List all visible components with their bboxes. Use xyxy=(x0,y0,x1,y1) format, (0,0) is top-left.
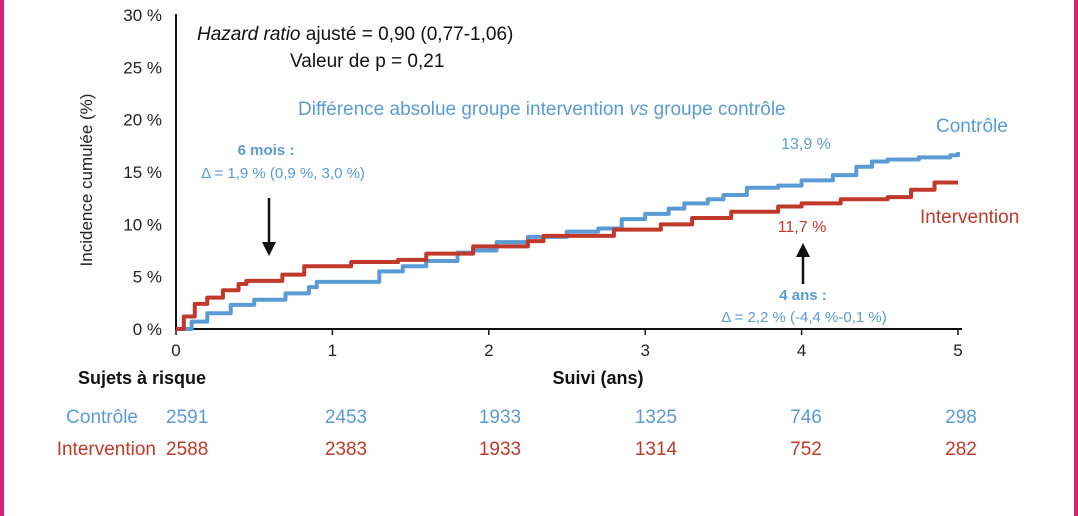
y-tick-label: 15 % xyxy=(123,163,162,182)
x-axis-title: Suivi (ans) xyxy=(552,368,643,388)
risk-cell: 298 xyxy=(945,407,977,428)
series-lines xyxy=(176,152,960,331)
difference-prefix: Différence absolue groupe intervention xyxy=(298,99,629,120)
six-months-arrow-head xyxy=(262,242,276,256)
x-tick-label: 5 xyxy=(953,341,962,360)
x-tick-label: 4 xyxy=(797,341,806,360)
risk-cell: 2453 xyxy=(325,407,367,428)
risk-cell: 2588 xyxy=(166,439,208,460)
difference-vs: vs xyxy=(629,99,649,120)
risk-row-label: Intervention xyxy=(57,439,156,460)
risk-cell: 1325 xyxy=(635,407,677,428)
hazard-ratio-value: ajusté = 0,90 (0,77-1,06) xyxy=(301,24,514,45)
risk-cell: 1314 xyxy=(635,439,678,460)
four-years-title: 4 ans : xyxy=(779,287,827,304)
control-value-label: 13,9 % xyxy=(781,136,831,153)
y-tick-label: 5 % xyxy=(133,268,162,287)
y-tick-label: 10 % xyxy=(123,215,162,234)
risk-table-rows: Contrôle 2591 2453 1933 1325 746 298 Interventi… xyxy=(57,407,977,460)
six-months-delta: Δ = 1,9 % (0,9 %, 3,0 %) xyxy=(201,165,365,182)
risk-table-title: Sujets à risque xyxy=(78,368,206,388)
y-tick-label: 30 % xyxy=(123,6,162,25)
risk-cell: 2591 xyxy=(166,407,208,428)
x-tick-label: 1 xyxy=(328,341,337,360)
series-line-intervention xyxy=(176,180,958,331)
right-accent-bar xyxy=(1074,0,1078,516)
p-value-text: Valeur de p = 0,21 xyxy=(290,51,444,72)
risk-cell: 746 xyxy=(790,407,822,428)
difference-suffix: groupe contrôle xyxy=(648,99,785,120)
difference-heading: Différence absolue groupe intervention v… xyxy=(298,99,786,120)
y-tick-label: 25 % xyxy=(123,58,162,77)
six-months-title: 6 mois : xyxy=(238,142,295,159)
legend-intervention: Intervention xyxy=(920,207,1019,228)
intervention-value-label: 11,7 % xyxy=(778,219,827,236)
risk-cell: 1933 xyxy=(479,407,521,428)
y-tick-labels: 0 % 5 % 10 % 15 % 20 % 25 % 30 % xyxy=(123,6,162,339)
legend-control: Contrôle xyxy=(936,116,1008,137)
x-tick-labels: 0 1 2 3 4 5 xyxy=(171,341,962,360)
hazard-ratio-label: Hazard ratio xyxy=(197,24,301,45)
y-axis-title: Incidence cumulée (%) xyxy=(77,94,96,267)
hazard-ratio-text: Hazard ratio ajusté = 0,90 (0,77-1,06) xyxy=(197,24,513,45)
x-tick-label: 0 xyxy=(171,341,180,360)
risk-cell: 2383 xyxy=(325,439,367,460)
four-years-delta: Δ = 2,2 % (-4,4 %-0,1 %) xyxy=(721,309,887,326)
x-tick-label: 2 xyxy=(484,341,493,360)
risk-cell: 1933 xyxy=(479,439,521,460)
risk-cell: 282 xyxy=(945,439,977,460)
x-tick-marks xyxy=(175,329,959,335)
y-tick-label: 20 % xyxy=(123,111,162,130)
x-tick-label: 3 xyxy=(640,341,649,360)
series-line-contr-le xyxy=(176,152,960,331)
risk-row-label: Contrôle xyxy=(66,407,138,428)
left-accent-bar xyxy=(0,0,4,516)
y-tick-label: 0 % xyxy=(133,320,162,339)
four-years-arrow-head xyxy=(796,243,810,257)
risk-cell: 752 xyxy=(790,439,822,460)
